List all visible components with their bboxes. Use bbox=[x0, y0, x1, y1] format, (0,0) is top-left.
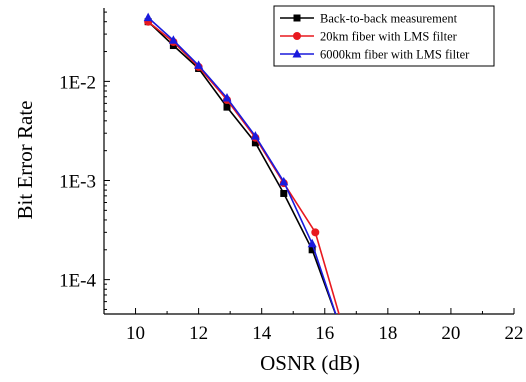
x-axis-label: OSNR (dB) bbox=[260, 351, 360, 375]
data-point bbox=[280, 189, 288, 197]
data-point bbox=[223, 103, 231, 111]
legend-marker bbox=[293, 32, 301, 40]
legend-marker bbox=[292, 49, 302, 58]
y-axis-label: Bit Error Rate bbox=[13, 101, 37, 220]
x-tick-label: 22 bbox=[505, 323, 524, 344]
legend-marker bbox=[293, 14, 301, 22]
data-point bbox=[250, 131, 260, 140]
x-tick-label: 20 bbox=[441, 323, 460, 344]
data-point bbox=[168, 35, 178, 44]
data-point bbox=[279, 176, 289, 186]
y-tick-label: 1E-4 bbox=[59, 271, 96, 292]
series-layer bbox=[143, 12, 340, 314]
data-point bbox=[307, 238, 317, 248]
x-tick-label: 16 bbox=[315, 323, 334, 344]
series-line bbox=[147, 21, 340, 314]
data-point bbox=[222, 92, 232, 102]
data-point bbox=[194, 60, 204, 69]
legend-label: 6000km fiber with LMS filter bbox=[320, 48, 470, 62]
legend-label: Back-to-back measurement bbox=[320, 12, 458, 26]
series-line bbox=[147, 21, 337, 314]
y-tick-label: 1E-3 bbox=[59, 172, 96, 193]
x-tick-label: 14 bbox=[252, 323, 272, 344]
y-axis-ticks: 1E-4 1E-3 1E-2 bbox=[59, 11, 110, 310]
legend-label: 20km fiber with LMS filter bbox=[320, 30, 458, 44]
plot-area bbox=[103, 8, 514, 315]
data-point bbox=[251, 139, 259, 147]
x-tick-label: 12 bbox=[189, 323, 208, 344]
series-line bbox=[147, 17, 337, 314]
legend: Back-to-back measurement 20km fiber with … bbox=[273, 5, 495, 67]
data-point bbox=[308, 246, 316, 254]
series-3 bbox=[143, 12, 337, 314]
data-point bbox=[143, 12, 153, 22]
data-point bbox=[311, 228, 320, 237]
x-axis-ticks: 10 12 14 16 18 20 22 bbox=[126, 308, 524, 344]
x-tick-label: 10 bbox=[126, 323, 145, 344]
x-tick-label: 18 bbox=[378, 323, 397, 344]
y-tick-label: 1E-2 bbox=[59, 72, 96, 93]
